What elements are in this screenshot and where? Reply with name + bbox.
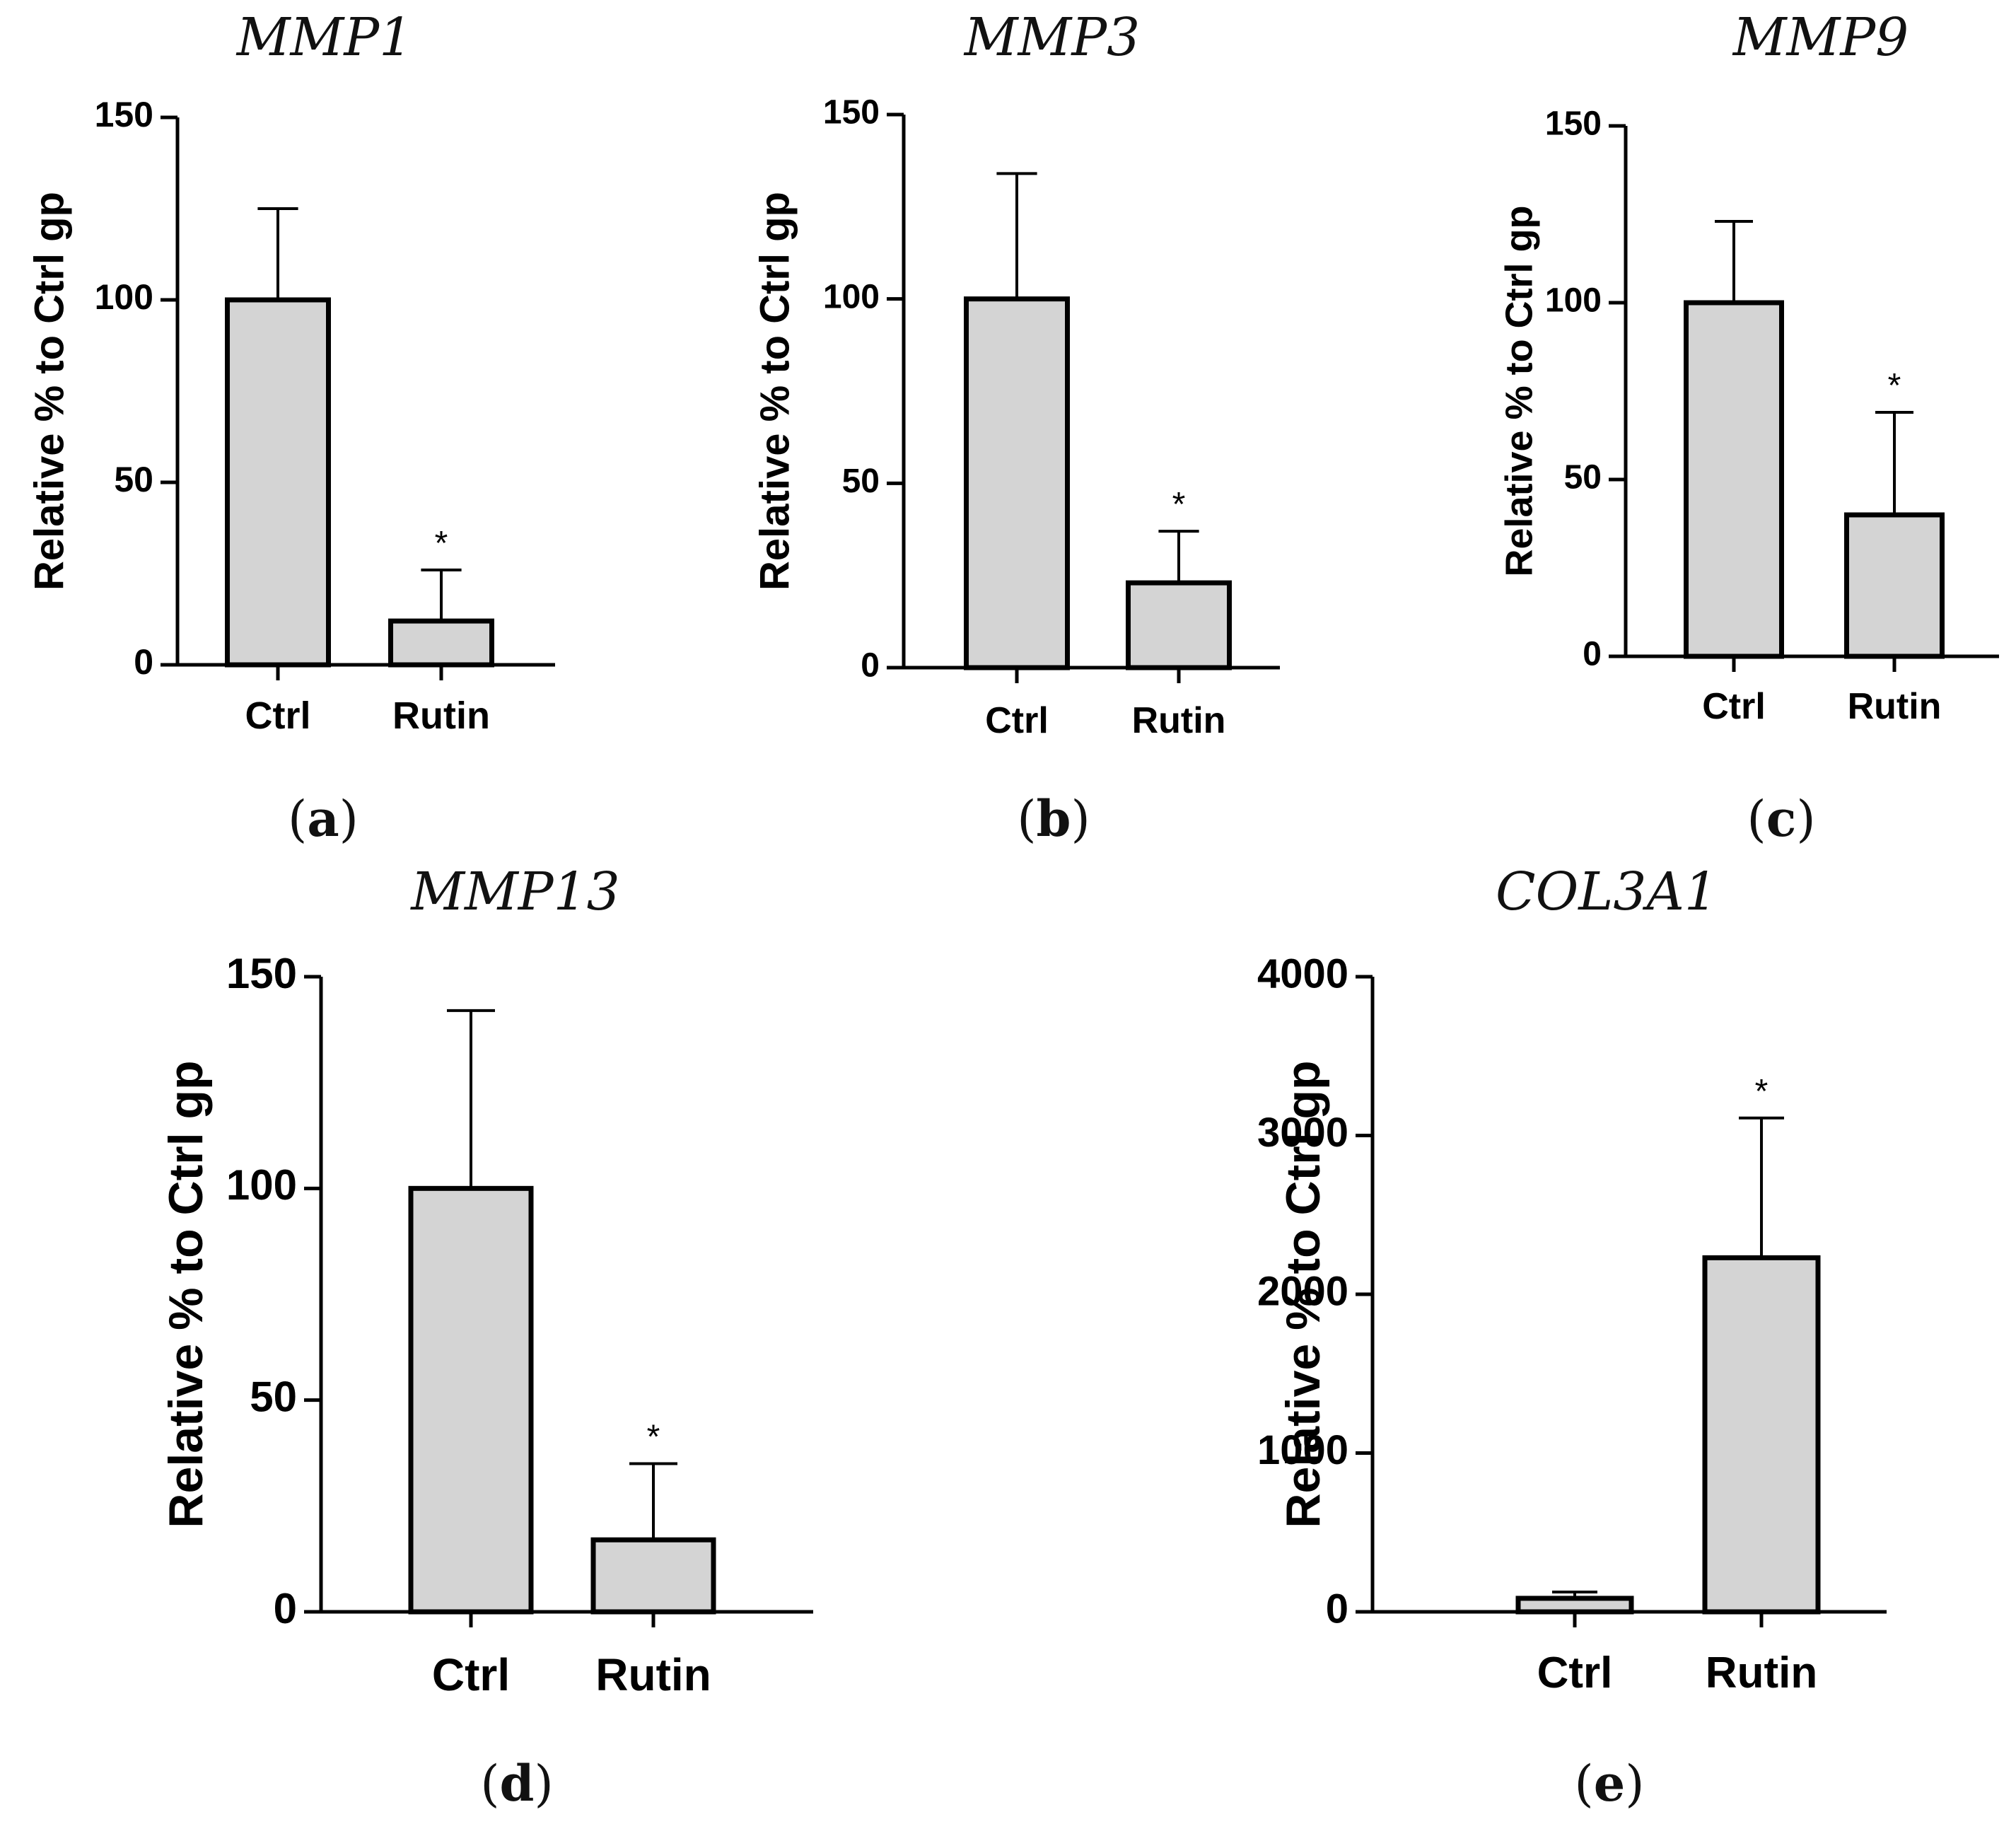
panel-letter-text: b — [1037, 789, 1071, 848]
panel-letter: (b) — [1017, 789, 1090, 848]
y-tick-label: 100 — [226, 1161, 297, 1209]
y-tick-label: 50 — [250, 1373, 297, 1421]
chart-panel-b: MMP3 Relative % to Ctrl gp Ctrl * Rutin 0 50 10… — [752, 7, 1280, 848]
bar-rutin — [388, 618, 494, 668]
chart-panel-c: MMP9 Relative % to Ctrl gp Ctrl * Rutin 0 50 10… — [1498, 7, 1999, 848]
bar-rutin — [590, 1537, 716, 1615]
y-tick-label: 50 — [1564, 459, 1602, 496]
panel-letter-close-paren: ) — [1796, 790, 1815, 848]
y-tick-label: 50 — [842, 463, 880, 500]
x-tick-label: Rutin — [595, 1649, 711, 1700]
significance-marker: * — [647, 1418, 660, 1456]
x-tick-label: Ctrl — [432, 1649, 510, 1700]
bar-ctrl — [1515, 1596, 1634, 1615]
panel-letter-open-paren: ( — [288, 790, 307, 848]
chart-panel-d: MMP13 Relative % to Ctrl gp Ctrl * Rutin 0 50 1… — [159, 861, 813, 1813]
chart-panel-a: MMP1 Relative % to Ctrl gp Ctrl * Rutin 0 50 10… — [26, 7, 555, 848]
chart-title: COL3A1 — [1496, 861, 1718, 922]
panel-letter: (d) — [480, 1754, 554, 1813]
x-tick-label: Ctrl — [985, 700, 1049, 741]
bar-ctrl — [225, 297, 331, 668]
x-tick-label: Rutin — [392, 695, 490, 737]
panel-letter-open-paren: ( — [1747, 790, 1766, 848]
y-tick-label: 0 — [274, 1585, 297, 1632]
bar-ctrl — [1684, 300, 1784, 659]
chart-title: MMP3 — [963, 7, 1140, 68]
y-tick-label: 4000 — [1257, 951, 1348, 997]
chart-title: MMP9 — [1732, 7, 1909, 68]
x-tick-label: Ctrl — [1537, 1649, 1613, 1697]
panel-letter-close-paren: ) — [1071, 790, 1090, 848]
significance-marker: * — [1755, 1073, 1769, 1110]
significance-marker: * — [1172, 486, 1186, 523]
panel-letter-text: d — [500, 1754, 535, 1813]
x-tick-label: Rutin — [1132, 700, 1226, 741]
bar-rutin — [1702, 1255, 1821, 1615]
chart-title: MMP1 — [235, 7, 412, 68]
panel-letter-close-paren: ) — [339, 790, 359, 848]
y-tick-label: 150 — [1545, 105, 1602, 143]
bar-rutin — [1126, 580, 1232, 670]
panel-letter: (a) — [288, 789, 359, 848]
significance-marker: * — [1888, 367, 1901, 405]
y-tick-label: 150 — [823, 94, 880, 132]
panel-letter-text: a — [307, 789, 339, 848]
y-tick-label: 150 — [95, 95, 153, 134]
chart-panel-e: COL3A1 Relative % to Ctrl gp Ctrl * Rutin 0 10… — [1257, 861, 1887, 1813]
y-tick-label: 2000 — [1257, 1268, 1348, 1314]
panel-letter-open-paren: ( — [1017, 790, 1036, 848]
panel-letter-open-paren: ( — [480, 1755, 499, 1813]
y-axis-label: Relative % to Ctrl gp — [1276, 1060, 1330, 1528]
panel-letter-close-paren: ) — [534, 1755, 553, 1813]
y-tick-label: 100 — [95, 277, 153, 317]
y-tick-label: 0 — [861, 647, 880, 685]
bar-ctrl — [964, 296, 1070, 670]
y-tick-label: 100 — [1545, 282, 1602, 320]
y-tick-label: 150 — [226, 950, 297, 997]
y-axis-label: Relative % to Ctrl gp — [159, 1060, 213, 1528]
y-axis-label: Relative % to Ctrl gp — [752, 192, 798, 591]
bar-rutin — [1844, 512, 1945, 659]
panel-letter-open-paren: ( — [1574, 1755, 1593, 1813]
y-tick-label: 0 — [1583, 636, 1602, 673]
y-axis-label: Relative % to Ctrl gp — [1498, 205, 1540, 576]
bar-ctrl — [408, 1185, 534, 1615]
y-tick-label: 100 — [823, 278, 880, 315]
panel-letter: (c) — [1747, 789, 1815, 848]
y-tick-label: 0 — [134, 642, 153, 682]
y-tick-label: 0 — [1326, 1586, 1348, 1632]
panel-letter-close-paren: ) — [1625, 1755, 1644, 1813]
y-axis-label: Relative % to Ctrl gp — [26, 192, 72, 591]
panel-letter-text: e — [1594, 1754, 1626, 1813]
x-tick-label: Ctrl — [245, 695, 311, 737]
y-tick-label: 50 — [114, 460, 153, 499]
panel-letter-text: c — [1766, 789, 1797, 848]
x-tick-label: Ctrl — [1702, 686, 1766, 727]
x-tick-label: Rutin — [1848, 686, 1942, 727]
y-tick-label: 3000 — [1257, 1110, 1348, 1156]
chart-title: MMP13 — [409, 861, 620, 922]
y-tick-label: 1000 — [1257, 1427, 1348, 1473]
significance-marker: * — [435, 525, 448, 562]
x-tick-label: Rutin — [1706, 1649, 1817, 1697]
panel-letter: (e) — [1574, 1754, 1644, 1813]
